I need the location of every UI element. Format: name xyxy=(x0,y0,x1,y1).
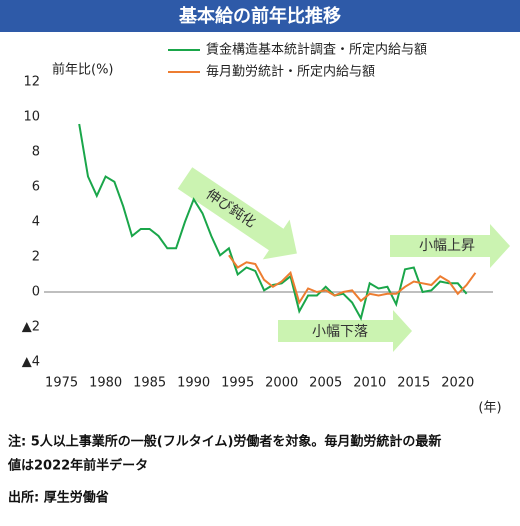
y-tick-label: 6 xyxy=(32,180,40,195)
y-tick-label: 12 xyxy=(23,75,40,90)
legend-label: 毎月勤労統計・所定内給与額 xyxy=(206,64,375,80)
chart-title: 基本給の前年比推移 xyxy=(178,5,341,27)
y-tick-label: 0 xyxy=(32,285,40,300)
arrow-decline: 小幅下落 xyxy=(278,310,412,352)
x-tick-label: 2005 xyxy=(309,376,342,391)
arrow-rise: 小幅上昇 xyxy=(390,224,510,268)
x-axis-label: (年) xyxy=(478,401,501,416)
source: 出所: 厚生労働省 xyxy=(8,490,109,506)
note: 値は2022年前半データ xyxy=(7,458,148,474)
y-tick-label: 8 xyxy=(32,145,40,160)
y-tick-label: 10 xyxy=(23,110,40,125)
x-tick-label: 1990 xyxy=(177,376,210,391)
annotation: 小幅上昇 xyxy=(419,238,475,254)
arrow-slowdown: 伸び鈍化 xyxy=(177,167,297,260)
x-tick-label: 1975 xyxy=(45,376,78,391)
title-banner xyxy=(0,0,520,32)
y-tick-label: 2 xyxy=(32,250,40,265)
x-tick-label: 1980 xyxy=(89,376,122,391)
x-tick-label: 2020 xyxy=(441,376,474,391)
y-tick-label: 4 xyxy=(32,215,40,230)
y-tick-label: ▲2 xyxy=(22,320,40,335)
x-tick-label: 2000 xyxy=(265,376,298,391)
y-tick-label: ▲4 xyxy=(22,355,40,370)
series-line xyxy=(228,254,477,305)
series-line xyxy=(78,123,468,321)
x-tick-label: 1995 xyxy=(221,376,254,391)
x-tick-label: 1985 xyxy=(133,376,166,391)
x-tick-label: 2015 xyxy=(397,376,430,391)
y-axis-label: 前年比(%) xyxy=(52,62,114,78)
note: 注: 5人以上事業所の一般(フルタイム)労働者を対象。毎月勤労統計の最新 xyxy=(8,434,441,450)
x-tick-label: 2010 xyxy=(353,376,386,391)
legend-label: 賃金構造基本統計調査・所定内給与額 xyxy=(206,42,427,58)
annotation: 小幅下落 xyxy=(312,324,368,340)
